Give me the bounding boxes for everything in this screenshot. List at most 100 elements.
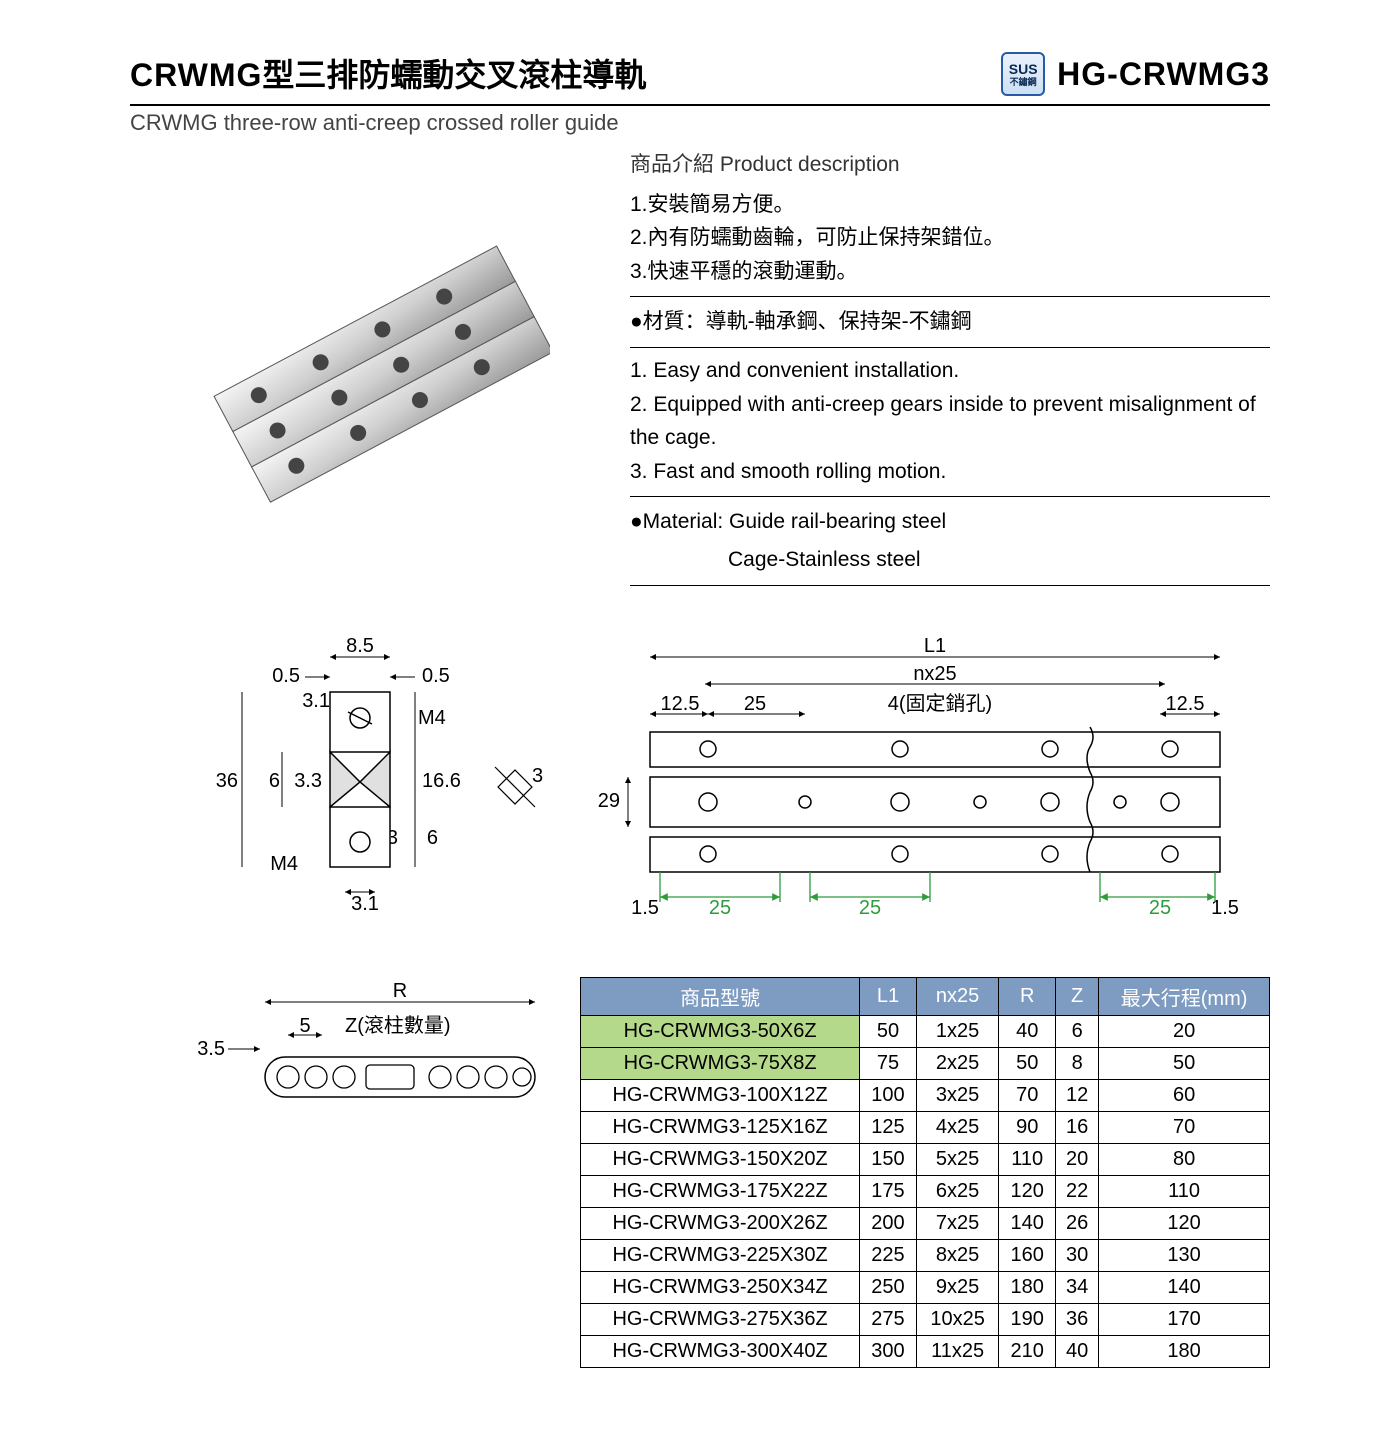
diagrams: 8.5 0.5 0.5 3.1 M4 36 6 3.3 16.6 3.3 6	[130, 632, 1270, 937]
table-cell: 140	[1099, 1271, 1270, 1303]
table-cell: 180	[1099, 1335, 1270, 1367]
svg-text:8.5: 8.5	[346, 635, 374, 657]
svg-text:12.5: 12.5	[1166, 693, 1205, 715]
model-code: HG-CRWMG3	[1057, 56, 1270, 93]
table-cell: HG-CRWMG3-50X6Z	[581, 1015, 860, 1047]
table-cell: HG-CRWMG3-150X20Z	[581, 1143, 860, 1175]
page-title: CRWMG型三排防蠕動交叉滾柱導軌	[130, 50, 646, 96]
table-cell: 275	[860, 1303, 917, 1335]
table-cell: 9x25	[916, 1271, 999, 1303]
table-cell: 100	[860, 1079, 917, 1111]
svg-text:25: 25	[1149, 897, 1171, 919]
svg-text:3.1: 3.1	[351, 893, 379, 915]
table-cell: 16	[1056, 1111, 1099, 1143]
table-cell: 140	[999, 1207, 1056, 1239]
cross-section-diagram: 8.5 0.5 0.5 3.1 M4 36 6 3.3 16.6 3.3 6	[130, 632, 550, 937]
table-cell: 20	[1056, 1143, 1099, 1175]
desc-en: 1. Easy and convenient installation. 2. …	[630, 354, 1270, 488]
svg-text:M4: M4	[418, 707, 446, 729]
spec-table-wrap: 商品型號 L1 nx25 R Z 最大行程(mm) HG-CRWMG3-50X6…	[580, 977, 1270, 1368]
title-rest: 型三排防蠕動交叉滾柱導軌	[262, 57, 646, 93]
table-cell: 60	[1099, 1079, 1270, 1111]
svg-text:25: 25	[709, 897, 731, 919]
table-row: HG-CRWMG3-75X8Z752x2550850	[581, 1047, 1270, 1079]
table-cell: 75	[860, 1047, 917, 1079]
th-stroke: 最大行程(mm)	[1099, 977, 1270, 1015]
desc-en-1: 1. Easy and convenient installation.	[630, 354, 1270, 388]
svg-text:R: R	[393, 980, 407, 1002]
table-cell: 26	[1056, 1207, 1099, 1239]
table-cell: 3x25	[916, 1079, 999, 1111]
table-row: HG-CRWMG3-300X40Z30011x2521040180	[581, 1335, 1270, 1367]
svg-text:3: 3	[532, 765, 543, 787]
table-cell: HG-CRWMG3-175X22Z	[581, 1175, 860, 1207]
table-cell: HG-CRWMG3-100X12Z	[581, 1079, 860, 1111]
table-cell: 40	[999, 1015, 1056, 1047]
table-cell: 170	[1099, 1303, 1270, 1335]
intro-section: 商品介紹 Product description 1.安裝簡易方便。 2.內有防…	[130, 148, 1270, 592]
table-cell: 6	[1056, 1015, 1099, 1047]
table-cell: 70	[999, 1079, 1056, 1111]
table-header-row: 商品型號 L1 nx25 R Z 最大行程(mm)	[581, 977, 1270, 1015]
table-row: HG-CRWMG3-250X34Z2509x2518034140	[581, 1271, 1270, 1303]
desc-zh-2: 2.內有防蠕動齒輪，可防止保持架錯位。	[630, 221, 1270, 255]
svg-text:0.5: 0.5	[272, 665, 300, 687]
svg-text:6: 6	[269, 770, 280, 792]
svg-text:1.5: 1.5	[631, 897, 659, 919]
table-row: HG-CRWMG3-200X26Z2007x2514026120	[581, 1207, 1270, 1239]
th-z: Z	[1056, 977, 1099, 1015]
table-cell: 200	[860, 1207, 917, 1239]
sus-badge: SUS 不鏽鋼	[1001, 52, 1045, 96]
svg-text:nx25: nx25	[913, 663, 956, 685]
svg-text:3.1: 3.1	[302, 690, 330, 712]
table-row: HG-CRWMG3-125X16Z1254x25901670	[581, 1111, 1270, 1143]
table-cell: 90	[999, 1111, 1056, 1143]
table-cell: 36	[1056, 1303, 1099, 1335]
table-cell: 12	[1056, 1079, 1099, 1111]
table-cell: HG-CRWMG3-225X30Z	[581, 1239, 860, 1271]
table-cell: 130	[1099, 1239, 1270, 1271]
svg-text:36: 36	[216, 770, 238, 792]
table-cell: 190	[999, 1303, 1056, 1335]
table-cell: 160	[999, 1239, 1056, 1271]
svg-text:3.3: 3.3	[294, 770, 322, 792]
svg-text:12.5: 12.5	[661, 693, 700, 715]
product-photo-svg	[190, 230, 550, 510]
material-en1: ●Material: Guide rail-bearing steel	[630, 503, 1270, 541]
badge-top: SUS	[1009, 62, 1038, 76]
table-cell: HG-CRWMG3-125X16Z	[581, 1111, 860, 1143]
table-cell: 10x25	[916, 1303, 999, 1335]
bottom-section: R 5 Z(滾柱數量) 3.5 商品型號	[130, 977, 1270, 1368]
svg-text:25: 25	[859, 897, 881, 919]
table-row: HG-CRWMG3-150X20Z1505x251102080	[581, 1143, 1270, 1175]
table-cell: 250	[860, 1271, 917, 1303]
table-cell: 120	[999, 1175, 1056, 1207]
table-cell: HG-CRWMG3-300X40Z	[581, 1335, 860, 1367]
description: 商品介紹 Product description 1.安裝簡易方便。 2.內有防…	[630, 148, 1270, 592]
svg-text:25: 25	[744, 693, 766, 715]
table-cell: 20	[1099, 1015, 1270, 1047]
title-bold: CRWMG	[130, 57, 262, 93]
table-row: HG-CRWMG3-225X30Z2258x2516030130	[581, 1239, 1270, 1271]
svg-text:6: 6	[427, 827, 438, 849]
svg-text:0.5: 0.5	[422, 665, 450, 687]
desc-header: 商品介紹 Product description	[630, 148, 1270, 182]
table-cell: 11x25	[916, 1335, 999, 1367]
table-cell: 8x25	[916, 1239, 999, 1271]
table-cell: 22	[1056, 1175, 1099, 1207]
table-cell: 125	[860, 1111, 917, 1143]
table-cell: 180	[999, 1271, 1056, 1303]
th-model: 商品型號	[581, 977, 860, 1015]
product-photo	[130, 148, 610, 592]
table-row: HG-CRWMG3-50X6Z501x2540620	[581, 1015, 1270, 1047]
table-cell: 7x25	[916, 1207, 999, 1239]
table-cell: HG-CRWMG3-200X26Z	[581, 1207, 860, 1239]
table-cell: 34	[1056, 1271, 1099, 1303]
table-cell: 210	[999, 1335, 1056, 1367]
svg-text:5: 5	[299, 1015, 310, 1037]
svg-text:Z(滾柱數量): Z(滾柱數量)	[345, 1014, 451, 1037]
table-cell: 175	[860, 1175, 917, 1207]
table-cell: 6x25	[916, 1175, 999, 1207]
badge-bottom: 不鏽鋼	[1010, 78, 1037, 87]
svg-text:L1: L1	[924, 635, 946, 657]
